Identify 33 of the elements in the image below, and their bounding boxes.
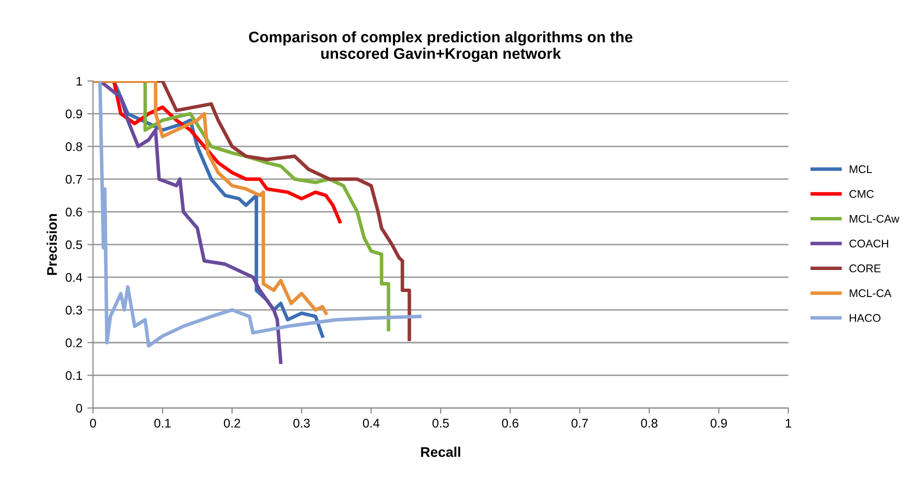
x-tick-label: 0.9 xyxy=(710,418,727,428)
x-tick-label: 0.3 xyxy=(293,418,310,428)
y-tick-label: 1 xyxy=(76,76,82,86)
x-tick-label: 0.2 xyxy=(224,418,240,428)
legend-label: MCL-CA xyxy=(850,289,892,298)
x-tick-label: 0 xyxy=(90,418,96,428)
y-tick-label: 0.8 xyxy=(66,142,82,152)
y-tick-label: 0.1 xyxy=(66,371,82,380)
x-axis-title: Recall xyxy=(421,446,460,457)
x-tick-label: 0.5 xyxy=(432,418,449,428)
chart-title: Comparison of complex prediction algorithms on the unscored Gavin+Krogan network xyxy=(249,31,632,62)
y-axis-title: Precision xyxy=(46,214,57,275)
x-tick-label: 0.6 xyxy=(502,418,518,428)
y-tick-label: 0.7 xyxy=(66,174,82,184)
y-tick-label: 0 xyxy=(76,404,82,413)
legend-label: CORE xyxy=(849,264,881,272)
x-tick-label: 1 xyxy=(786,418,792,428)
legend-label: MCL xyxy=(850,165,872,174)
legend-label: HACO xyxy=(850,314,880,322)
y-tick-label: 0.2 xyxy=(66,338,82,348)
y-tick-label: 0.9 xyxy=(66,110,82,118)
y-tick-label: 0.6 xyxy=(66,208,82,216)
x-tick-label: 0.4 xyxy=(362,418,380,428)
line-series xyxy=(93,81,328,315)
legend-label: MCL-CAw xyxy=(850,214,900,223)
y-tick-label: 0.5 xyxy=(66,240,82,250)
x-tick-label: 0.7 xyxy=(572,418,588,428)
y-tick-label: 0.3 xyxy=(66,306,82,315)
x-tick-label: 0.1 xyxy=(154,418,171,428)
legend-label: CMC xyxy=(849,190,874,198)
x-tick-label: 0.8 xyxy=(641,418,658,428)
y-tick-label: 0.4 xyxy=(66,273,82,282)
legend-label: COACH xyxy=(849,240,888,248)
